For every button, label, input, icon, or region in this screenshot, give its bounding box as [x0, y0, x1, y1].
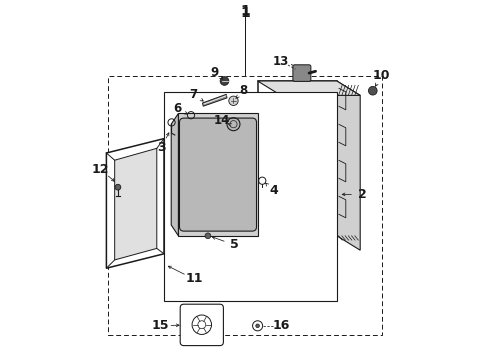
Polygon shape — [164, 92, 337, 301]
Text: 1: 1 — [240, 6, 250, 19]
Circle shape — [256, 324, 259, 328]
Polygon shape — [171, 113, 178, 236]
Text: 14: 14 — [214, 114, 230, 127]
Text: 15: 15 — [151, 319, 169, 332]
Circle shape — [368, 86, 377, 95]
Circle shape — [205, 233, 211, 239]
Polygon shape — [115, 148, 157, 260]
FancyBboxPatch shape — [179, 118, 257, 231]
Text: 7: 7 — [189, 88, 197, 101]
Text: 8: 8 — [239, 84, 247, 97]
Circle shape — [229, 96, 238, 105]
Text: 12: 12 — [92, 163, 109, 176]
Text: 10: 10 — [373, 69, 391, 82]
Text: 2: 2 — [358, 188, 367, 201]
Text: 1: 1 — [240, 4, 250, 18]
Text: 3: 3 — [157, 141, 166, 154]
Polygon shape — [178, 113, 258, 236]
FancyBboxPatch shape — [293, 65, 311, 81]
Polygon shape — [337, 81, 360, 250]
Text: 16: 16 — [272, 319, 290, 332]
Circle shape — [220, 77, 229, 85]
Text: 4: 4 — [270, 184, 278, 197]
Bar — [108, 76, 382, 335]
Text: 11: 11 — [185, 273, 203, 285]
FancyBboxPatch shape — [180, 304, 223, 346]
Text: 9: 9 — [210, 66, 219, 78]
Text: 13: 13 — [273, 55, 289, 68]
Polygon shape — [106, 139, 164, 268]
Circle shape — [115, 184, 121, 190]
Polygon shape — [202, 94, 227, 106]
Text: 6: 6 — [173, 102, 182, 115]
Polygon shape — [258, 81, 360, 95]
Text: 5: 5 — [230, 238, 239, 251]
Polygon shape — [258, 81, 337, 236]
